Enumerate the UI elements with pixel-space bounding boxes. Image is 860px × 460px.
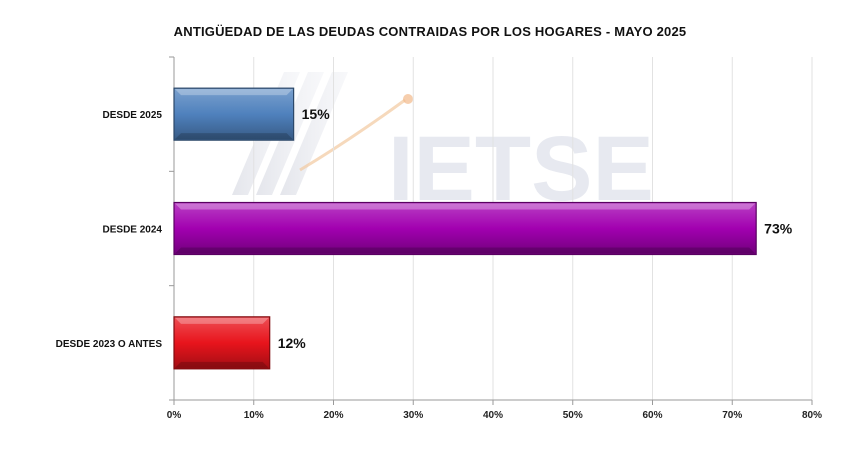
bar <box>173 201 757 256</box>
x-tick-label: 60% <box>642 410 662 421</box>
data-label: 73% <box>764 221 793 237</box>
bar <box>173 87 295 141</box>
category-label: DESDE 2024 <box>103 225 163 236</box>
bar-bevel-highlight <box>175 89 293 96</box>
category-label: DESDE 2023 O ANTES <box>56 339 163 350</box>
bar-bevel-highlight <box>175 317 269 324</box>
data-label: 15% <box>302 106 331 122</box>
x-tick-label: 10% <box>244 410 264 421</box>
bar-bevel-shadow <box>175 247 756 254</box>
x-tick-label: 30% <box>403 410 423 421</box>
bars <box>173 87 757 370</box>
watermark-logo: IETSE <box>232 72 654 220</box>
x-tick-label: 50% <box>563 410 583 421</box>
labels: 0% 10% 20% 30% 40% 50% 60% 70% 80% DESDE 2025 15% D… <box>56 106 822 421</box>
x-tick-label: 0% <box>167 410 182 421</box>
data-label: 12% <box>278 335 307 351</box>
chart-title: ANTIGÜEDAD DE LAS DEUDAS CONTRAIDAS POR … <box>173 24 687 39</box>
x-tick-label: 40% <box>483 410 503 421</box>
category-label: DESDE 2025 <box>103 110 163 121</box>
bar-bevel-shadow <box>175 361 269 368</box>
bar <box>173 316 271 370</box>
x-tick-label: 20% <box>323 410 343 421</box>
x-tick-label: 80% <box>802 410 822 421</box>
bar-bevel-shadow <box>175 133 293 140</box>
bar-bevel-highlight <box>175 203 756 210</box>
x-tick-label: 70% <box>722 410 742 421</box>
